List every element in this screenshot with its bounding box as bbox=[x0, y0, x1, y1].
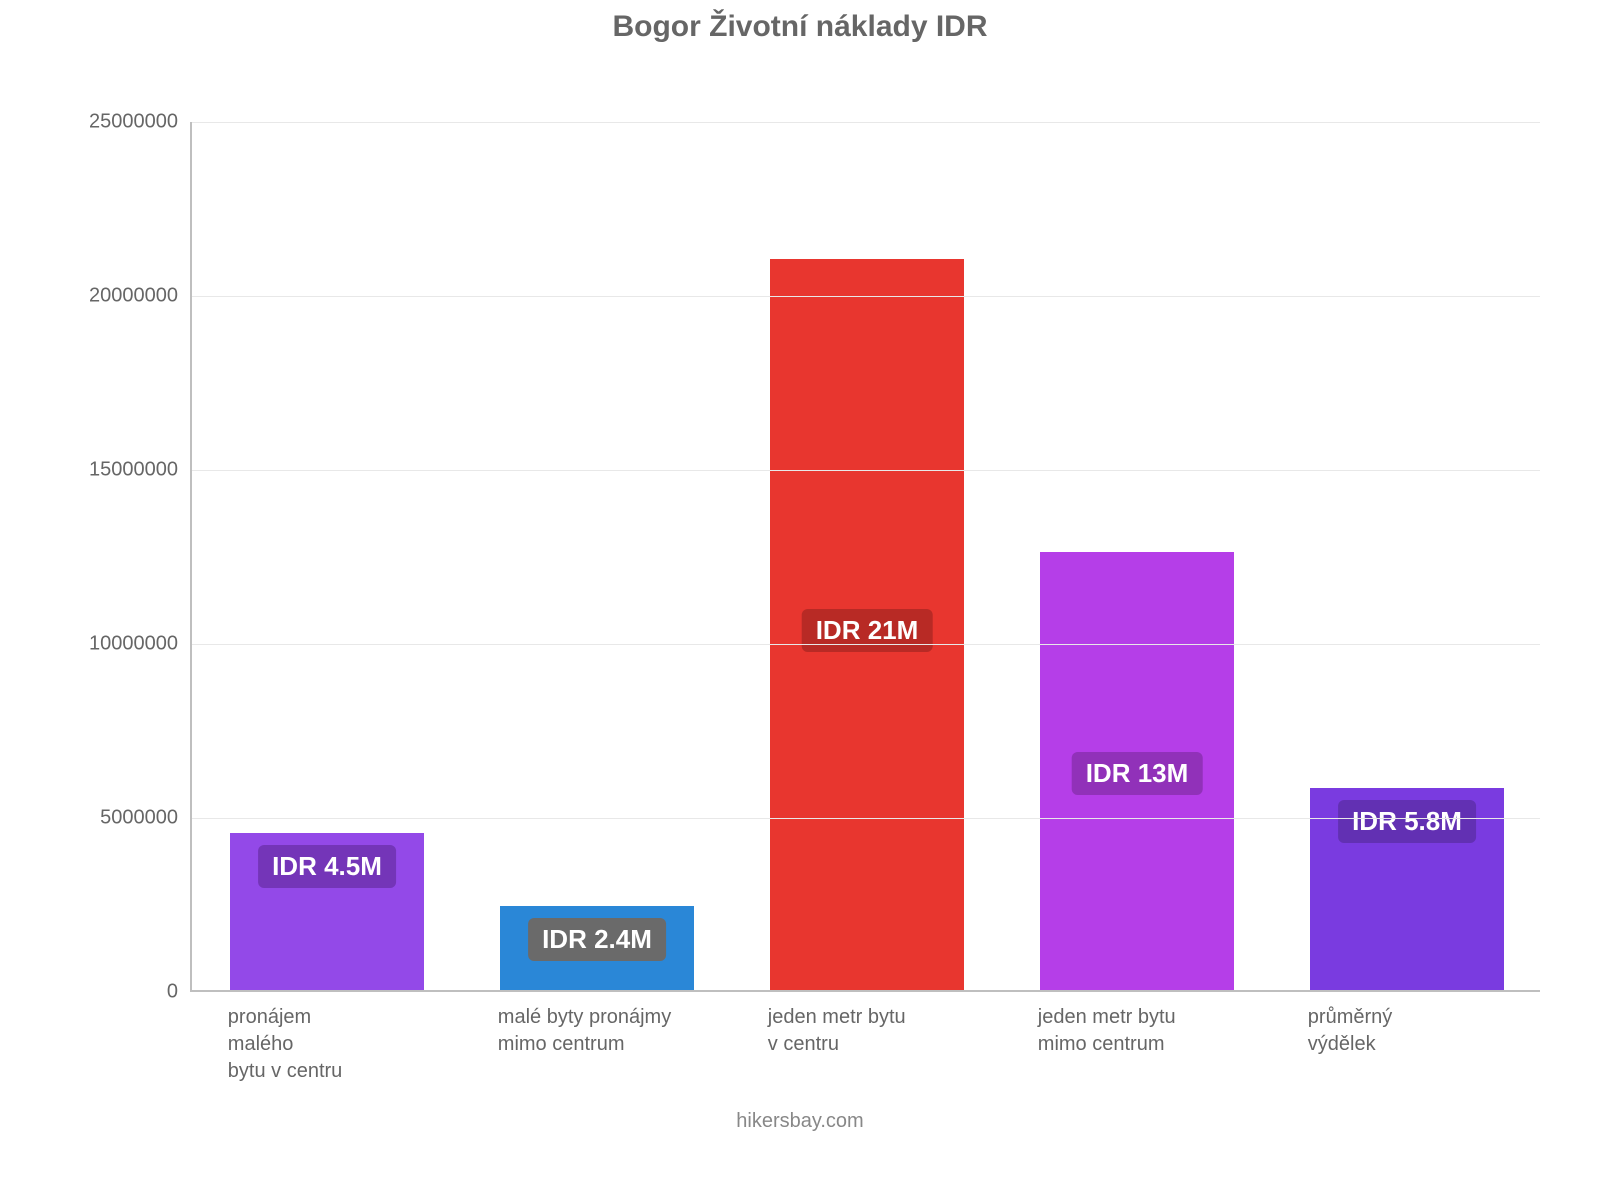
gridline bbox=[192, 296, 1540, 297]
attribution: hikersbay.com bbox=[40, 1110, 1560, 1133]
gridline bbox=[192, 818, 1540, 819]
y-tick-label: 0 bbox=[167, 981, 178, 1004]
y-tick-label: 25000000 bbox=[89, 111, 178, 134]
bar-value-label: IDR 4.5M bbox=[258, 845, 396, 888]
bar: IDR 2.4M bbox=[500, 906, 694, 990]
x-category-label: pronájem malého bytu v centru bbox=[228, 1004, 422, 1085]
plot-area: IDR 4.5M IDR 2.4M IDR 21M IDR 13M IDR 5.8M bbox=[190, 122, 1540, 992]
y-tick-label: 15000000 bbox=[89, 459, 178, 482]
chart-title: Bogor Životní náklady IDR bbox=[40, 10, 1560, 44]
y-axis: 0500000010000000150000002000000025000000 bbox=[40, 122, 178, 992]
y-tick-label: 10000000 bbox=[89, 633, 178, 656]
y-tick-label: 5000000 bbox=[100, 807, 178, 830]
bar-value-label: IDR 5.8M bbox=[1338, 800, 1476, 843]
gridline bbox=[192, 122, 1540, 123]
x-category-label: jeden metr bytu mimo centrum bbox=[1038, 1004, 1232, 1058]
x-category-label: jeden metr bytu v centru bbox=[768, 1004, 962, 1058]
bar: IDR 21M bbox=[770, 259, 964, 990]
gridline bbox=[192, 470, 1540, 471]
bar-value-label: IDR 2.4M bbox=[528, 918, 666, 961]
y-tick-label: 20000000 bbox=[89, 285, 178, 308]
bar-value-label: IDR 21M bbox=[802, 609, 933, 652]
plot: 0 5000000 10000000 15000000 20000000 25000000… bbox=[40, 62, 1560, 1162]
bar-value-label: IDR 13M bbox=[1072, 752, 1203, 795]
bars-layer: IDR 4.5M IDR 2.4M IDR 21M IDR 13M IDR 5.8M bbox=[192, 122, 1540, 990]
x-category-label: malé byty pronájmy mimo centrum bbox=[498, 1004, 692, 1058]
chart-container: Bogor Životní náklady IDR 0 5000000 100000… bbox=[40, 10, 1560, 1190]
gridline bbox=[192, 644, 1540, 645]
x-category-label: průměrný výdělek bbox=[1308, 1004, 1502, 1058]
bar: IDR 4.5M bbox=[230, 833, 424, 990]
bar: IDR 13M bbox=[1040, 552, 1234, 990]
